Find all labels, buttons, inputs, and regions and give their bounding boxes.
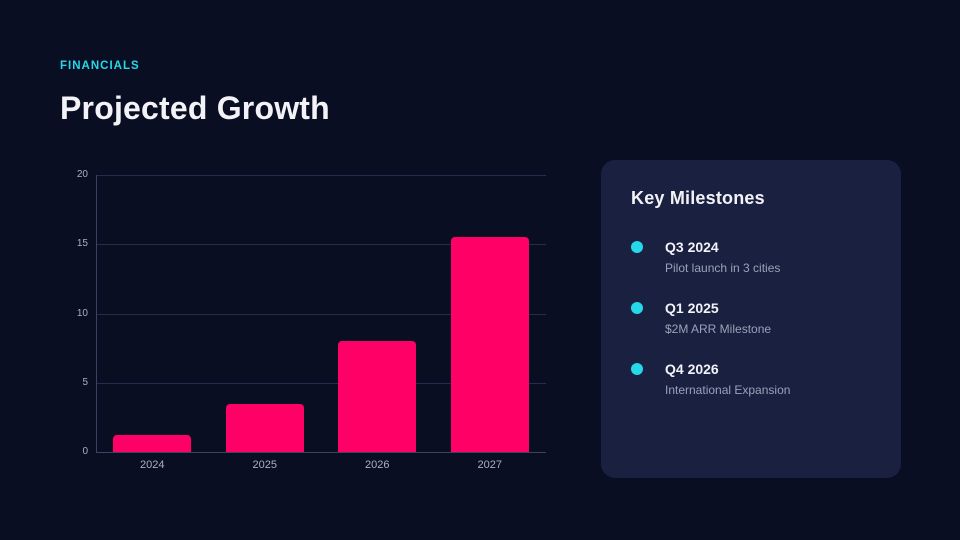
bullet-dot-icon <box>631 241 643 253</box>
milestone-quarter: Q1 2025 <box>665 300 719 316</box>
milestone-text: Q3 2024 Pilot launch in 3 cities <box>665 239 780 275</box>
milestone-item: Q3 2024 Pilot launch in 3 cities <box>631 239 871 275</box>
y-axis-tick-label: 15 <box>76 238 88 250</box>
x-axis-tick-label: 2024 <box>140 459 165 471</box>
milestone-quarter: Q4 2026 <box>665 361 719 377</box>
bar-2024 <box>113 435 192 452</box>
y-axis-line <box>96 175 97 452</box>
grid-line <box>96 313 546 315</box>
milestone-description: International Expansion <box>665 383 791 397</box>
x-axis-tick-label: 2026 <box>365 459 390 471</box>
y-axis-tick-label: 10 <box>76 307 88 319</box>
page-title: Projected Growth <box>60 90 330 126</box>
bar-2026 <box>338 341 417 452</box>
milestones-card: Key Milestones Q3 2024 Pilot launch in 3… <box>601 160 901 478</box>
bullet-dot-icon <box>631 302 643 314</box>
section-eyebrow-label: FINANCIALS <box>60 60 140 72</box>
projected-growth-bar-chart: 0 5 10 15 20 2024 2025 2026 2027 <box>60 162 546 474</box>
milestones-card-title: Key Milestones <box>631 188 765 208</box>
milestone-item: Q4 2026 International Expansion <box>631 361 871 397</box>
milestone-text: Q1 2025 $2M ARR Milestone <box>665 300 771 336</box>
grid-line <box>96 244 546 246</box>
grid-line <box>96 175 546 176</box>
x-axis-tick-label: 2027 <box>477 459 502 471</box>
x-axis-tick-label: 2025 <box>252 459 277 471</box>
bar-2025 <box>225 403 304 452</box>
y-axis-tick-label: 20 <box>76 169 88 180</box>
bullet-dot-icon <box>631 363 643 375</box>
grid-line <box>96 382 546 384</box>
bar-2027 <box>450 237 529 452</box>
milestone-description: Pilot launch in 3 cities <box>665 261 781 275</box>
milestone-item: Q1 2025 $2M ARR Milestone <box>631 300 871 336</box>
grid-line <box>96 452 546 453</box>
y-axis-tick-label: 5 <box>82 376 88 388</box>
milestone-description: $2M ARR Milestone <box>665 322 772 336</box>
y-axis-tick-label: 0 <box>82 446 88 457</box>
milestone-quarter: Q3 2024 <box>665 239 719 255</box>
milestone-text: Q4 2026 International Expansion <box>665 361 790 397</box>
